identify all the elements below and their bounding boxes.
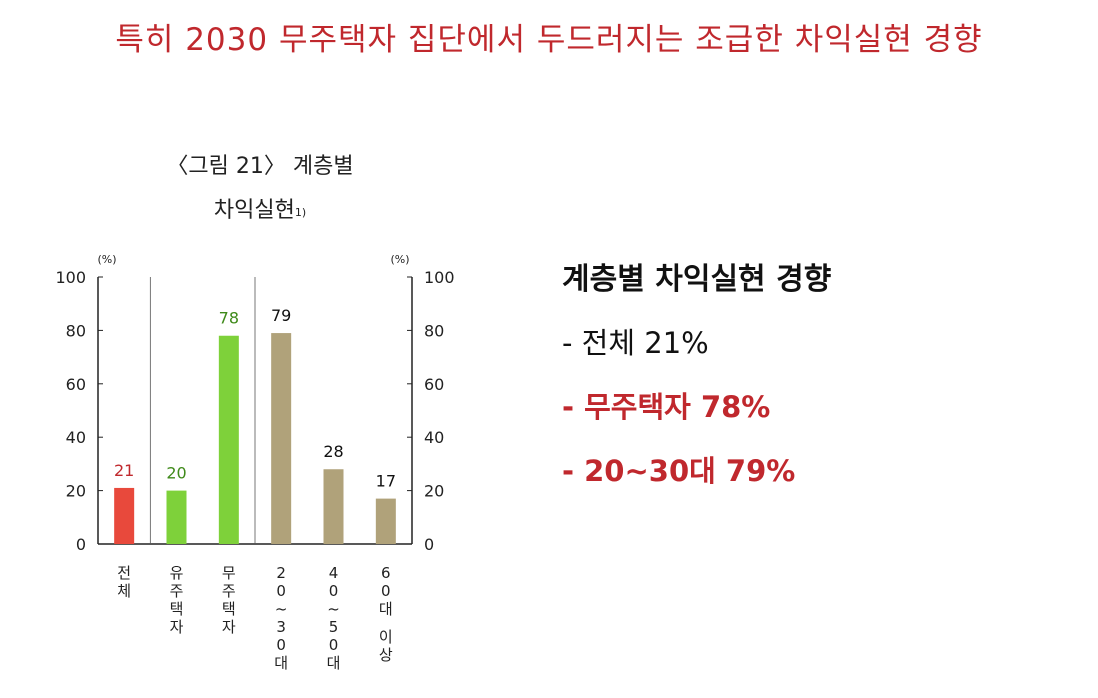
- y-tick-label-right: 60: [424, 375, 444, 394]
- bar-value-label: 21: [114, 461, 134, 480]
- figure-caption-line2: 차익실현1): [95, 189, 425, 233]
- y-tick-label-right: 40: [424, 428, 444, 447]
- summary-list: - 전체 21% - 무주택자 78% - 20~30대 79%: [562, 320, 1082, 490]
- summary-item: - 무주택자 78%: [562, 390, 771, 424]
- bar-value-label: 28: [323, 442, 343, 461]
- x-tick-label: 4 0 ~5 0 대: [327, 564, 341, 672]
- summary-item: - 20~30대 79%: [562, 454, 796, 488]
- y-tick-label-left: 100: [55, 268, 86, 287]
- bar: [323, 469, 344, 544]
- summary-panel: 계층별 차익실현 경향 - 전체 21% - 무주택자 78% - 20~30대 7…: [562, 254, 1082, 512]
- x-tick-label: 2 0 ~3 0 대: [274, 564, 288, 672]
- bar: [114, 487, 135, 544]
- y-tick-label-left: 0: [76, 535, 86, 554]
- figure-caption-line2-text: 차익실현: [213, 198, 295, 223]
- y-unit-label-right: (%): [390, 253, 409, 266]
- bar: [218, 335, 239, 544]
- y-tick-label-right: 0: [424, 535, 434, 554]
- figure-caption-line1: 〈그림 21〉 계층별: [166, 154, 354, 179]
- figure-caption-footnote: 1): [294, 206, 307, 219]
- summary-heading: 계층별 차익실현 경향: [562, 262, 832, 297]
- y-tick-label-left: 20: [66, 482, 86, 501]
- y-unit-label-left: (%): [97, 253, 116, 266]
- slide-title: 특히 2030 무주택자 집단에서 두드러지는 조급한 차익실현 경향: [115, 22, 983, 58]
- figure-caption: 〈그림 21〉 계층별 차익실현1): [95, 145, 425, 233]
- bar: [271, 333, 292, 544]
- bar-value-label: 17: [376, 472, 396, 491]
- bar-value-label: 79: [271, 306, 291, 325]
- y-tick-label-left: 60: [66, 375, 86, 394]
- y-tick-label-right: 100: [424, 268, 455, 287]
- bar-value-label: 20: [166, 464, 186, 483]
- bar-chart: 0 0 20 20 40 40 60 60 80 80 100 100 (%) (%) 21 전 체 20 유 주 택 자…: [55, 253, 455, 672]
- bar: [375, 498, 396, 544]
- y-tick-label-left: 80: [66, 321, 86, 340]
- y-tick-label-left: 40: [66, 428, 86, 447]
- y-tick-label-right: 80: [424, 321, 444, 340]
- summary-item: - 전체 21%: [562, 326, 709, 360]
- bar: [166, 490, 187, 544]
- y-tick-label-right: 20: [424, 482, 444, 501]
- bar-value-label: 78: [219, 309, 239, 328]
